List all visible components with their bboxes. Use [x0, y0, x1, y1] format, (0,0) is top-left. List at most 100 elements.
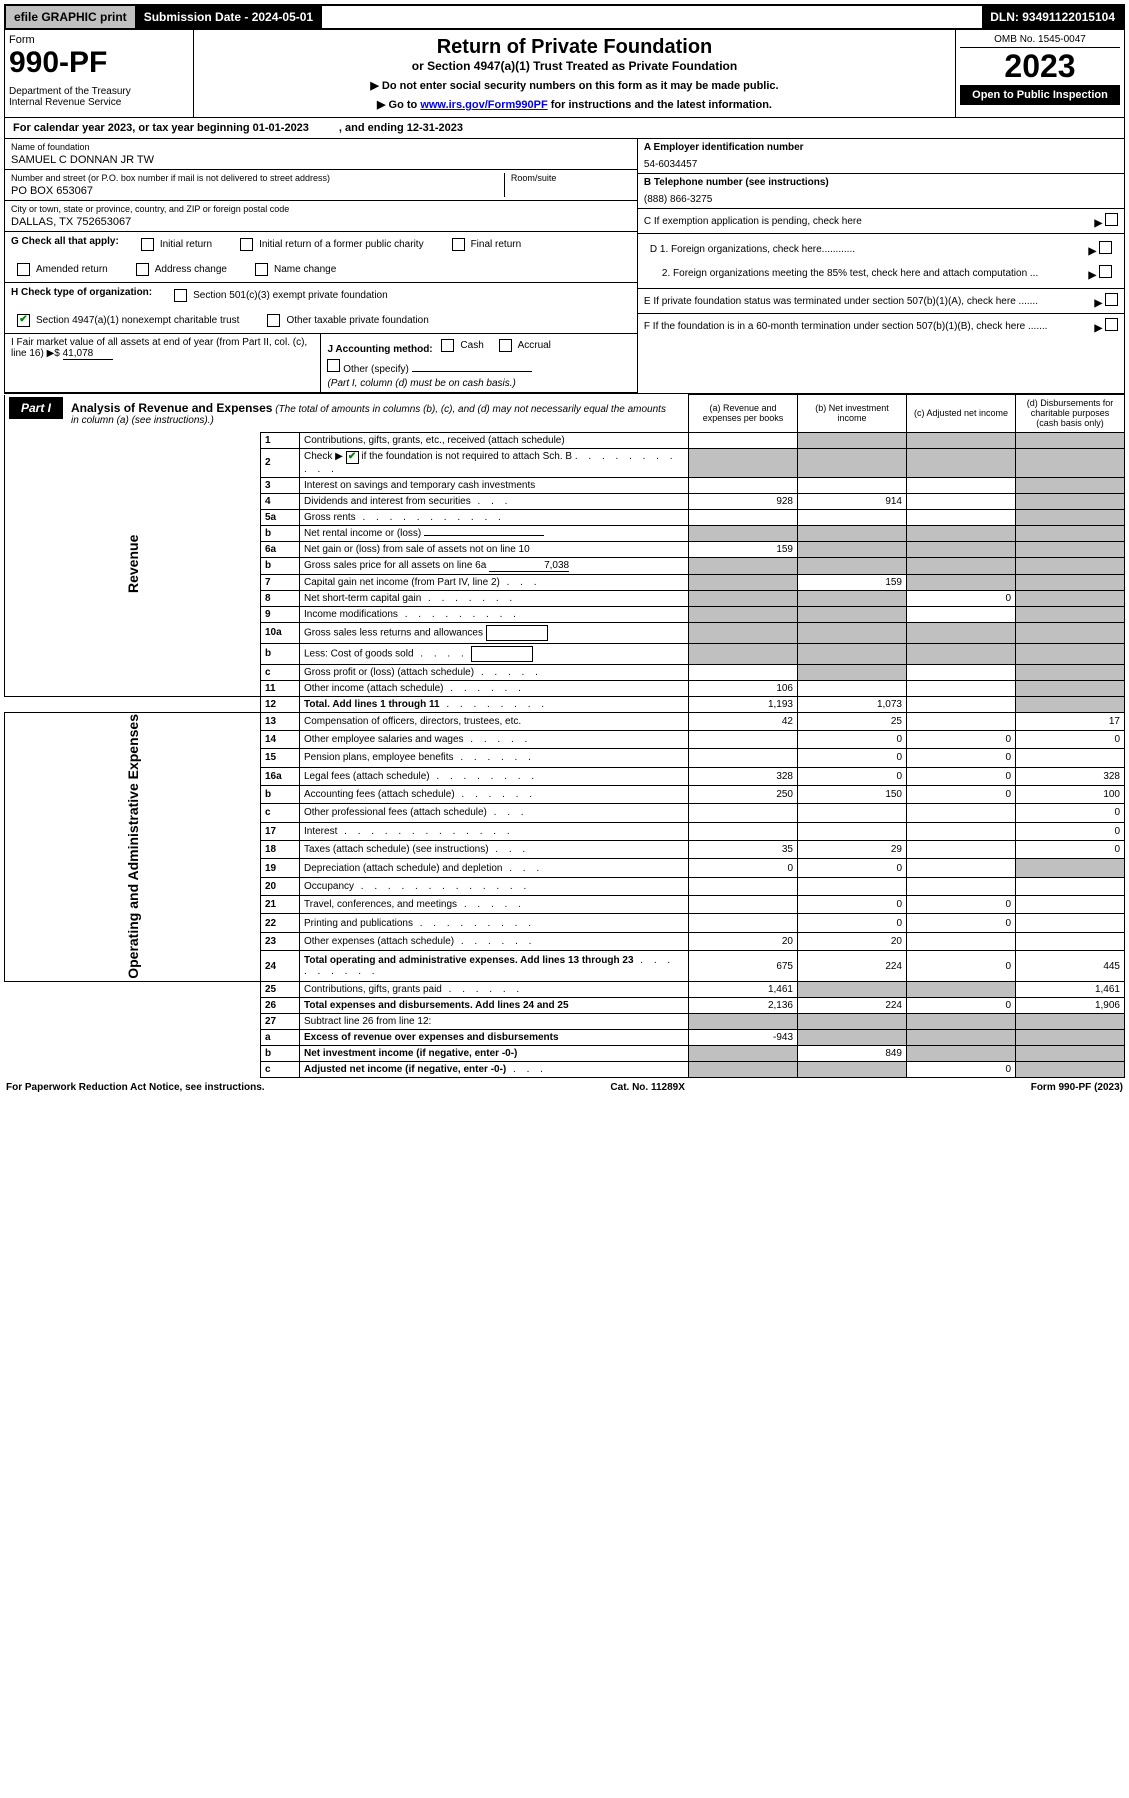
checkbox-name[interactable]: [255, 263, 268, 276]
line-desc: Pension plans, employee benefits . . . .…: [300, 749, 689, 767]
line-desc: Interest on savings and temporary cash i…: [300, 477, 689, 493]
name-cell: Name of foundation SAMUEL C DONNAN JR TW: [5, 139, 637, 170]
info-right: A Employer identification number 54-6034…: [637, 139, 1124, 393]
checkbox-e[interactable]: [1105, 293, 1118, 306]
amt: 1,461: [689, 982, 798, 998]
checkbox-schb[interactable]: ✔: [346, 451, 359, 464]
g-amended: Amended return: [36, 264, 108, 275]
c-label: C If exemption application is pending, c…: [644, 216, 862, 227]
checkbox-initial-former[interactable]: [240, 238, 253, 251]
amt: 328: [1016, 767, 1125, 785]
checkbox-f[interactable]: [1105, 318, 1118, 331]
city-cell: City or town, state or province, country…: [5, 201, 637, 232]
amt: 0: [1016, 730, 1125, 748]
checkbox-d1[interactable]: [1099, 241, 1112, 254]
amt: 100: [1016, 785, 1125, 803]
ein-label: A Employer identification number: [644, 142, 804, 153]
line-no: 1: [261, 432, 300, 448]
info-left: Name of foundation SAMUEL C DONNAN JR TW…: [5, 139, 637, 393]
submission-date: Submission Date - 2024-05-01: [136, 6, 322, 28]
h-label: H Check type of organization:: [11, 287, 152, 304]
line-no: b: [261, 1046, 300, 1062]
g-initial: Initial return: [160, 239, 212, 250]
amt: 1,073: [798, 696, 907, 712]
line-desc: Net gain or (loss) from sale of assets n…: [300, 541, 689, 557]
line-no: 5a: [261, 509, 300, 525]
line-desc: Net rental income or (loss): [300, 525, 689, 541]
h-501c3: Section 501(c)(3) exempt private foundat…: [193, 290, 388, 301]
ein: 54-6034457: [644, 159, 1118, 170]
table-row: Revenue 1 Contributions, gifts, grants, …: [5, 432, 1125, 448]
checkbox-d2[interactable]: [1099, 265, 1112, 278]
line-desc: Total expenses and disbursements. Add li…: [300, 998, 689, 1014]
e-label: E If private foundation status was termi…: [644, 296, 1038, 307]
checkbox-final[interactable]: [452, 238, 465, 251]
d1-label: D 1. Foreign organizations, check here..…: [650, 244, 855, 255]
col-d-header: (d) Disbursements for charitable purpose…: [1016, 395, 1125, 433]
line-no: 15: [261, 749, 300, 767]
amt: 0: [907, 767, 1016, 785]
checkbox-other-method[interactable]: [327, 359, 340, 372]
address: PO BOX 653067: [11, 185, 504, 197]
amt: 250: [689, 785, 798, 803]
i-value: 41,078: [63, 348, 113, 360]
line-no: 16a: [261, 767, 300, 785]
table-row: 26 Total expenses and disbursements. Add…: [5, 998, 1125, 1014]
checkbox-4947[interactable]: ✔: [17, 314, 30, 327]
amt: 0: [798, 859, 907, 877]
line-no: a: [261, 1030, 300, 1046]
table-row: a Excess of revenue over expenses and di…: [5, 1030, 1125, 1046]
open-inspection: Open to Public Inspection: [960, 85, 1120, 105]
amt: 0: [689, 859, 798, 877]
col-a-header: (a) Revenue and expenses per books: [689, 395, 798, 433]
checkbox-c[interactable]: [1105, 213, 1118, 226]
checkbox-cash[interactable]: [441, 339, 454, 352]
line-desc: Other employee salaries and wages . . . …: [300, 730, 689, 748]
part-title-cell: Analysis of Revenue and Expenses (The to…: [63, 397, 684, 430]
amt: 159: [798, 574, 907, 590]
checkbox-address[interactable]: [136, 263, 149, 276]
line-desc: Gross sales price for all assets on line…: [300, 557, 689, 574]
amt: 0: [798, 767, 907, 785]
line-desc: Total operating and administrative expen…: [300, 951, 689, 982]
line-no: 22: [261, 914, 300, 932]
irs-link[interactable]: www.irs.gov/Form990PF: [420, 99, 547, 111]
section-i: I Fair market value of all assets at end…: [5, 334, 321, 392]
instruction-2: ▶ Go to www.irs.gov/Form990PF for instru…: [200, 98, 949, 111]
line-desc: Adjusted net income (if negative, enter …: [300, 1062, 689, 1078]
line-desc: Other professional fees (attach schedule…: [300, 804, 689, 822]
checkbox-other-tax[interactable]: [267, 314, 280, 327]
amt: 0: [907, 730, 1016, 748]
g-initial-former: Initial return of a former public charit…: [259, 239, 424, 250]
line-desc: Net investment income (if negative, ente…: [300, 1046, 689, 1062]
page-footer: For Paperwork Reduction Act Notice, see …: [4, 1078, 1125, 1097]
line-no: 26: [261, 998, 300, 1014]
amt: 0: [907, 785, 1016, 803]
line-no: b: [261, 785, 300, 803]
line-desc: Income modifications . . . . . . . . .: [300, 606, 689, 622]
header-left: Form 990-PF Department of the Treasury I…: [5, 30, 194, 117]
checkbox-initial[interactable]: [141, 238, 154, 251]
inst2-pre: ▶ Go to: [377, 99, 420, 111]
address-cell: Number and street (or P.O. box number if…: [5, 170, 637, 201]
omb-number: OMB No. 1545-0047: [960, 34, 1120, 48]
h-other: Other taxable private foundation: [286, 315, 428, 326]
col-b-header: (b) Net investment income: [798, 395, 907, 433]
part1-table: Part I Analysis of Revenue and Expenses …: [4, 394, 1125, 1078]
line-no: c: [261, 804, 300, 822]
amt: 25: [798, 712, 907, 730]
line-no: 19: [261, 859, 300, 877]
line-desc: Printing and publications . . . . . . . …: [300, 914, 689, 932]
j-cash: Cash: [460, 340, 483, 351]
checkbox-accrual[interactable]: [499, 339, 512, 352]
checkbox-501c3[interactable]: [174, 289, 187, 302]
r2-post: if the foundation is not required to att…: [359, 451, 572, 462]
j-accrual: Accrual: [518, 340, 551, 351]
line-no: 13: [261, 712, 300, 730]
line-desc: Accounting fees (attach schedule) . . . …: [300, 785, 689, 803]
checkbox-amended[interactable]: [17, 263, 30, 276]
line-desc: Taxes (attach schedule) (see instruction…: [300, 841, 689, 859]
amt: 2,136: [689, 998, 798, 1014]
line-desc: Interest . . . . . . . . . . . . .: [300, 822, 689, 840]
r6b-val: 7,038: [489, 560, 569, 572]
